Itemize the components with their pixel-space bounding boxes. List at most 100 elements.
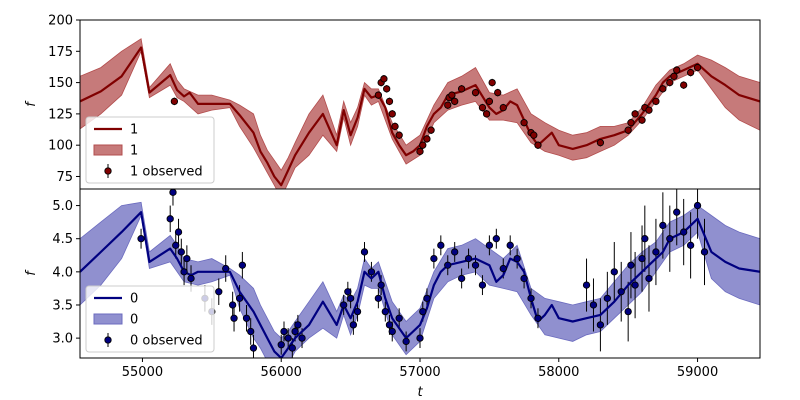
data-point [680,81,688,89]
data-point [485,241,494,249]
data-point [230,314,238,322]
data-point [530,131,538,139]
mean-line [80,46,760,187]
legend: 1 1 1 observed [85,116,215,184]
data-point [673,208,681,216]
data-point [589,301,598,309]
data-point [238,261,247,269]
data-point [457,274,466,283]
data-point [419,307,427,316]
data-point [659,85,667,93]
data-point [374,294,383,303]
data-point [367,268,376,276]
x-tick-label: 57000 [399,365,440,380]
data-point [288,344,296,352]
data-point [488,78,496,87]
data-point [430,254,438,263]
y-axis-label: f [24,269,39,276]
data-point [294,321,302,329]
data-point [391,122,399,131]
data-point [416,334,424,342]
data-point [631,110,639,118]
data-point [471,88,480,97]
data-point [340,301,348,309]
y-tick-label: 75 [56,170,73,185]
data-point [423,135,431,143]
y-tick-label: 175 [48,45,73,60]
data-point [423,294,431,303]
data-point [596,321,605,329]
data-point [388,327,396,336]
data-point [377,281,385,289]
data-point [349,321,358,329]
data-point [482,110,491,118]
data-point [448,91,456,99]
y-tick-label: 4.5 [52,232,73,247]
data-point [520,274,528,283]
x-tick-label: 56000 [261,365,302,380]
data-point [670,72,678,80]
data-point [627,119,635,127]
legend-box [85,116,215,184]
data-point [183,254,191,263]
data-point [627,261,635,269]
data-point [380,75,388,83]
y-tick-label: 200 [48,14,73,29]
data-point [534,314,542,322]
y-axis-label: f [24,100,39,107]
legend-label: 0 observed [130,334,203,349]
data-point [693,201,702,210]
data-point [381,307,389,316]
data-point [277,341,285,349]
data-point [471,261,480,269]
data-point [686,68,695,77]
data-point [172,241,180,249]
data-point [235,294,244,303]
data-point [659,221,667,230]
data-point [520,119,528,127]
data-point [478,103,487,112]
data-point [693,63,702,72]
data-point [596,139,605,147]
data-point [388,110,396,118]
data-point [700,248,709,256]
data-point [457,85,466,93]
data-point [215,288,223,296]
y-tick-label: 150 [48,76,73,91]
data-point [360,248,369,256]
data-point [395,131,403,139]
legend: 0 0 0 observed [85,285,215,353]
data-point [416,147,424,156]
data-point [652,248,660,256]
data-point [242,314,251,322]
y-tick-label: 100 [48,139,73,154]
data-point [666,235,674,243]
data-point [638,254,646,263]
data-point [638,116,646,124]
legend-point-swatch [104,336,112,344]
data-point [478,281,487,289]
data-point [680,228,688,236]
data-point [527,294,535,303]
legend-label: 0 [130,292,138,307]
data-point [353,307,362,316]
data-point [492,235,500,243]
y-tick-label: 5.0 [52,199,73,214]
data-point [374,91,383,99]
data-point [427,126,435,134]
legend-box [85,285,215,353]
data-point [346,294,355,303]
data-point [582,281,591,289]
data-point [174,228,183,236]
data-point [419,141,427,149]
data-point [673,66,681,74]
bottom-panel: 3.0 3.5 4.0 4.5 5.0 55000 56000 57000 58000 59000… [24,188,761,400]
data-point [617,288,625,296]
data-point [631,281,639,289]
y-tick-label: 125 [48,107,73,122]
x-tick-label: 59000 [677,365,718,380]
data-point [624,307,632,316]
data-point [137,235,145,243]
data-point [180,268,188,276]
data-point [249,344,258,352]
